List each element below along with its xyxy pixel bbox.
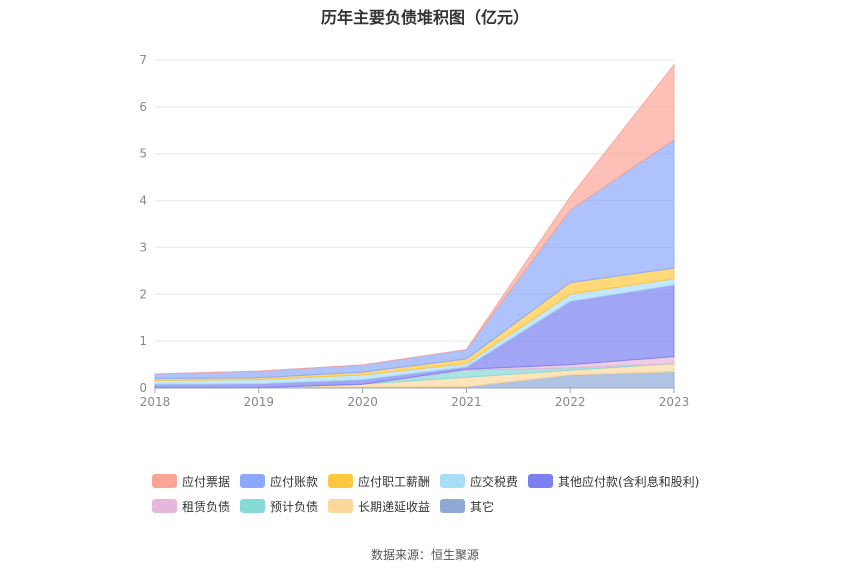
legend-item[interactable]: 应付票据	[152, 472, 230, 490]
legend-item[interactable]: 长期递延收益	[328, 497, 430, 515]
y-tick-label: 0	[139, 381, 147, 395]
legend-swatch	[528, 474, 553, 488]
legend-swatch	[240, 474, 265, 488]
y-tick-label: 4	[139, 194, 147, 208]
legend-label: 应交税费	[470, 474, 519, 489]
y-tick-label: 5	[139, 147, 147, 161]
legend-item[interactable]: 租赁负债	[152, 497, 230, 515]
x-tick-label: 2023	[659, 395, 690, 409]
y-tick-label: 2	[139, 287, 147, 301]
legend-item[interactable]: 预计负债	[240, 497, 318, 515]
chart-title: 历年主要负债堆积图（亿元）	[320, 8, 529, 27]
legend-swatch	[152, 474, 177, 488]
area-layer	[154, 63, 675, 389]
legend-swatch	[328, 474, 353, 488]
legend-item[interactable]: 应付账款	[240, 472, 318, 490]
legend-label: 预计负债	[270, 499, 319, 514]
legend-label: 长期递延收益	[358, 499, 431, 514]
y-tick-label: 1	[139, 334, 147, 348]
legend-item[interactable]: 应付职工薪酬	[328, 472, 430, 490]
legend-label: 应付账款	[270, 474, 319, 489]
area-series-8[interactable]	[154, 63, 675, 375]
legend-label: 租赁负债	[182, 499, 231, 514]
legend-swatch	[152, 499, 177, 513]
legend-item[interactable]: 其它	[440, 497, 494, 515]
stacked-area-chart: 0 1 2 3 4 5 6 7 2018 2019 2020 2021 2022 2023	[139, 53, 689, 409]
legend-label: 应付职工薪酬	[358, 474, 431, 489]
x-tick-label: 2018	[140, 395, 171, 409]
y-tick-label: 6	[139, 100, 147, 114]
legend-swatch	[440, 499, 465, 513]
y-tick-label: 7	[139, 53, 147, 67]
legend-swatch	[240, 499, 265, 513]
x-tick-label: 2022	[555, 395, 586, 409]
x-tick-label: 2021	[451, 395, 482, 409]
x-tick-label: 2020	[347, 395, 378, 409]
axis-layer: 0 1 2 3 4 5 6 7 2018 2019 2020 2021 2022 2023	[139, 53, 689, 409]
legend-item[interactable]: 其他应付款(含利息和股利)	[528, 472, 699, 490]
legend-item[interactable]: 应交税费	[440, 472, 518, 490]
y-tick-label: 3	[139, 240, 147, 254]
x-tick-label: 2019	[244, 395, 275, 409]
legend-label: 其它	[470, 499, 495, 514]
legend-label: 其他应付款(含利息和股利)	[558, 474, 700, 489]
legend-label: 应付票据	[182, 474, 231, 489]
source-note: 数据来源：恒生聚源	[370, 548, 479, 562]
legend-swatch	[440, 474, 465, 488]
legend-swatch	[328, 499, 353, 513]
